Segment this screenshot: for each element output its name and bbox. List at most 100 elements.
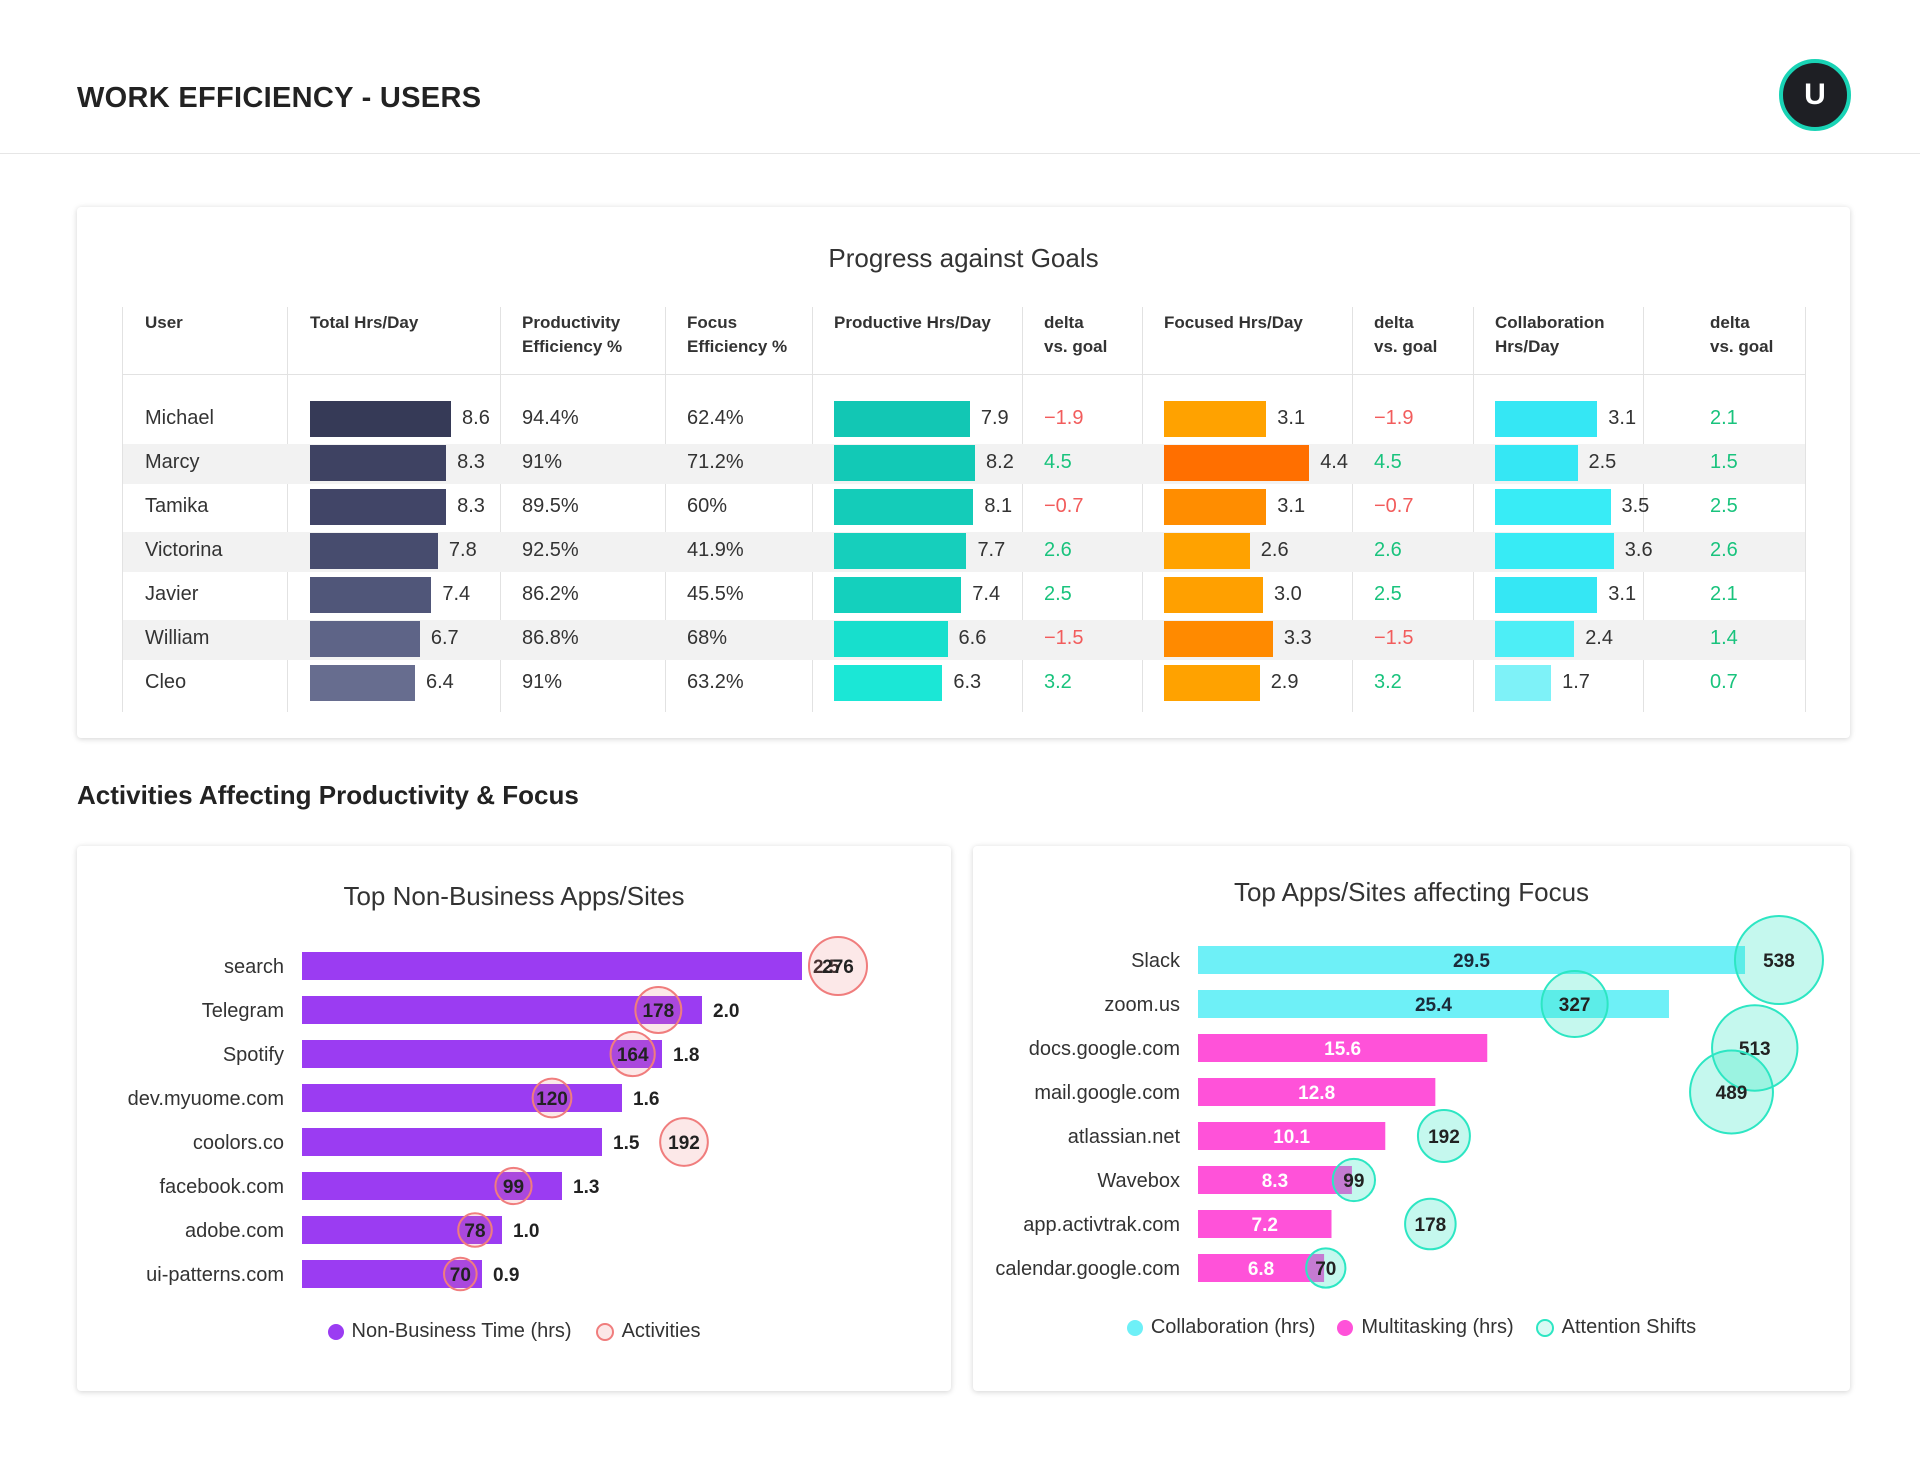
total-hours-bar [310,577,432,613]
delta-vs-goal: 2.5 [1374,583,1402,605]
focused-hours-bar [1164,621,1273,657]
multitasking-bar [1198,1210,1332,1238]
non-business-time-bar [302,1084,622,1112]
legend-marker-icon [1535,1318,1554,1337]
category-label: adobe.com [185,1220,284,1242]
activities-bubble [531,1077,573,1119]
activities-bubble [609,1030,656,1078]
user-avatar[interactable]: U [1779,59,1851,131]
column-header: vs. goal [1374,337,1438,356]
delta-vs-goal: −0.7 [1044,495,1084,517]
delta-vs-goal: 2.6 [1710,539,1738,561]
bar-value-label: 1.0 [513,1221,539,1242]
category-label: Telegram [202,1000,284,1022]
focused-hours-bar [1164,401,1267,437]
total-hours-value: 8.6 [462,407,490,429]
non-business-time-bar [302,1216,502,1244]
delta-vs-goal: 1.4 [1710,627,1738,649]
legend-label: Collaboration (hrs) [1150,1316,1316,1338]
activities-bubble-label: 78 [464,1221,485,1242]
category-label: dev.myuome.com [128,1088,284,1110]
focus-apps-chart-title: Top Apps/Sites affecting Focus [1233,877,1590,907]
bar-value-label: 2.0 [713,1001,739,1022]
total-hours-value: 6.7 [430,627,459,649]
activities-bubble-label: 70 [450,1265,471,1286]
attention-shifts-bubble-label: 70 [1315,1259,1336,1280]
productive-hours-value: 7.7 [977,539,1006,561]
total-hours-bar [310,445,447,481]
total-hours-value: 7.4 [442,583,471,605]
collaboration-bar [1198,990,1669,1018]
legend-label: Non-Business Time (hrs) [351,1320,572,1342]
delta-vs-goal: −1.5 [1044,627,1084,649]
category-label: facebook.com [159,1176,284,1198]
legend-label: Activities [621,1320,701,1342]
column-header: Productivity [522,313,621,332]
delta-vs-goal: 4.5 [1374,451,1402,473]
category-label: search [224,956,284,978]
category-label: docs.google.com [1029,1038,1180,1060]
activities-bubble [494,1166,533,1206]
focus-efficiency: 62.4% [687,407,744,429]
attention-shifts-bubble [1305,1247,1347,1289]
focused-hours-value: 3.0 [1274,583,1302,605]
activities-bubble-label: 120 [536,1089,568,1110]
delta-vs-goal: 3.2 [1044,671,1072,693]
attention-shifts-bubble [1689,1049,1774,1135]
table-col-divider [1352,307,1353,712]
column-header: delta [1374,313,1414,332]
attention-shifts-bubble-label: 513 [1739,1039,1771,1060]
table-col-divider [665,307,666,712]
bar-value-label: 2.5 [813,957,840,978]
focused-hours-value: 4.4 [1320,451,1348,473]
activities-bubble [634,986,683,1034]
focus-efficiency: 68% [687,627,728,649]
legend-item[interactable]: Non-Business Time (hrs) [327,1320,572,1343]
attention-shifts-bubble [1540,969,1609,1039]
non-business-card: Top Non-Business Apps/Sites search 2.5276… [77,846,951,1391]
productive-hours-bar [834,577,962,613]
delta-vs-goal: 2.1 [1710,407,1738,429]
delta-vs-goal: 2.5 [1044,583,1072,605]
bar-value-label: 1.3 [573,1177,599,1198]
user-name: William [145,627,210,649]
total-hours-value: 8.3 [457,495,485,517]
collaboration-hours-bar [1495,621,1575,657]
progress-goals-card: Progress against Goals User Total Hrs/Day… [77,207,1850,738]
focus-efficiency: 60% [687,495,728,517]
non-business-time-bar [302,1172,562,1200]
legend-item[interactable]: Activities [595,1320,701,1343]
productivity-efficiency: 92.5% [522,539,579,561]
bar-value-label: 1.5 [613,1133,640,1154]
collaboration-hours-bar [1495,445,1578,481]
column-header: Hrs/Day [1495,337,1560,356]
productive-hours-value: 7.9 [980,407,1009,429]
multitasking-bar [1198,1254,1325,1282]
column-header: Focused Hrs/Day [1164,313,1303,332]
category-label: app.activtrak.com [1023,1214,1180,1236]
productive-hours-value: 6.6 [958,627,987,649]
category-label: zoom.us [1104,994,1180,1016]
total-hours-value: 6.4 [425,671,454,693]
collaboration-bar [1198,946,1745,974]
legend-item[interactable]: Multitasking (hrs) [1337,1316,1514,1339]
legend-item[interactable]: Attention Shifts [1535,1316,1696,1339]
delta-vs-goal: −0.7 [1374,495,1414,517]
bar-value-label: 1.6 [633,1089,659,1110]
bar-value-label: 15.6 [1324,1039,1361,1060]
delta-vs-goal: 2.1 [1710,583,1738,605]
table-col-divider [122,307,123,712]
productivity-efficiency: 91% [522,671,563,693]
legend-item[interactable]: Collaboration (hrs) [1126,1316,1316,1339]
activities-bubble-label: 192 [668,1133,700,1154]
collaboration-hours-value: 2.4 [1585,627,1613,649]
focused-hours-bar [1164,445,1310,481]
category-label: Wavebox [1097,1170,1180,1192]
attention-shifts-bubble [1331,1157,1377,1203]
column-header: User [145,313,183,332]
total-hours-bar [310,489,447,525]
productive-hours-bar [834,533,967,569]
legend-marker-icon [327,1323,344,1340]
collaboration-hours-bar [1495,401,1598,437]
activities-bubble-label: 178 [642,1001,674,1022]
